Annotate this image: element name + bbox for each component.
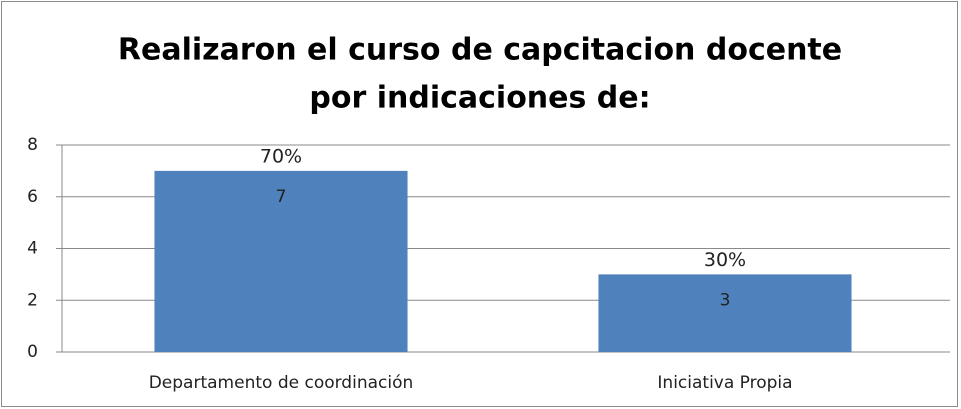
x-tick-label: Departamento de coordinación xyxy=(149,373,414,393)
percent-label: 30% xyxy=(704,249,746,271)
chart-title: por indicaciones de: xyxy=(309,81,650,116)
bar xyxy=(598,274,852,352)
chart-title: Realizaron el curso de capcitacion docen… xyxy=(118,33,842,68)
y-tick-label: 6 xyxy=(27,187,38,207)
value-label: 3 xyxy=(720,290,731,310)
y-tick-label: 0 xyxy=(27,342,38,362)
percent-label: 70% xyxy=(260,145,302,167)
y-tick-label: 4 xyxy=(27,239,38,259)
y-tick-label: 2 xyxy=(27,290,38,310)
x-tick-label: Iniciativa Propia xyxy=(657,373,792,393)
y-tick-label: 8 xyxy=(27,135,38,155)
value-label: 7 xyxy=(276,187,287,207)
bar xyxy=(154,170,408,352)
